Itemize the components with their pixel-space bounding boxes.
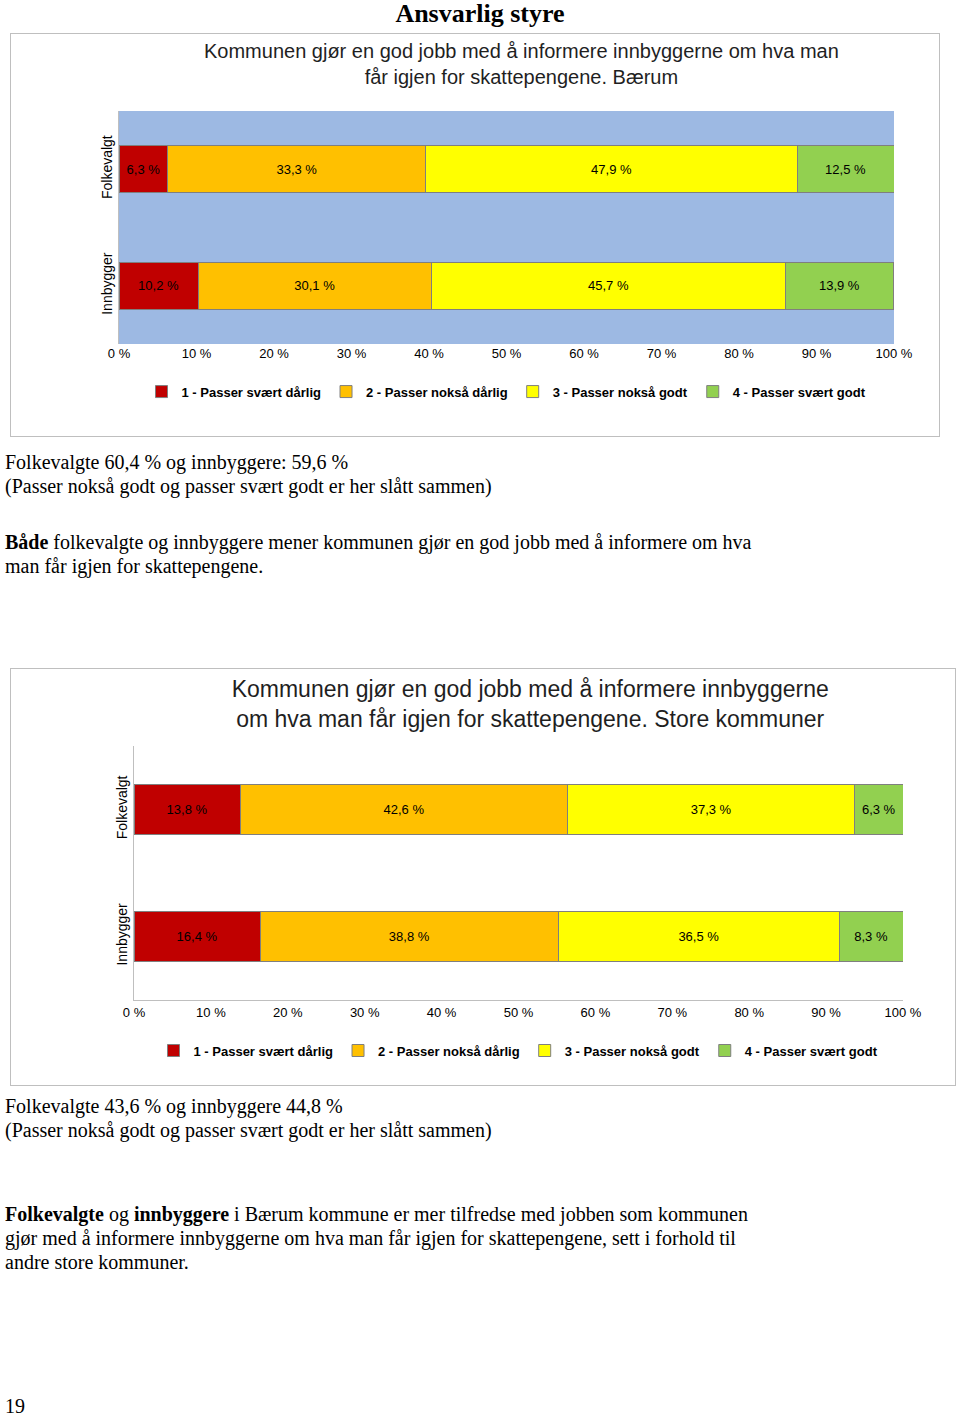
svg-text:60 %: 60 %: [581, 1005, 611, 1020]
svg-text:Kommunen gjør en god jobb med: Kommunen gjør en god jobb med å informer…: [232, 676, 829, 732]
svg-text:80 %: 80 %: [734, 1005, 764, 1020]
svg-text:33,3 %: 33,3 %: [276, 162, 317, 177]
svg-text:30 %: 30 %: [337, 346, 367, 361]
svg-text:16,4 %: 16,4 %: [177, 929, 218, 944]
svg-text:60 %: 60 %: [569, 346, 599, 361]
svg-text:36,5 %: 36,5 %: [678, 929, 719, 944]
svg-text:6,3 %: 6,3 %: [127, 162, 161, 177]
html-text:man får igjen for skattepengen: man får igjen for skattepengene.: [5, 555, 264, 577]
svg-text:40 %: 40 %: [427, 1005, 457, 1020]
svg-text:2 - Passer nokså dårlig: 2 - Passer nokså dårlig: [378, 1044, 520, 1059]
svg-text:100 %: 100 %: [885, 1005, 922, 1020]
svg-text:3 - Passer nokså godt: 3 - Passer nokså godt: [553, 385, 688, 400]
svg-text:37,3 %: 37,3 %: [691, 802, 732, 817]
svg-text:Innbygger: Innbygger: [114, 903, 130, 966]
svg-text:20 %: 20 %: [259, 346, 289, 361]
svg-text:13,8 %: 13,8 %: [167, 802, 208, 817]
svg-text:8,3 %: 8,3 %: [854, 929, 888, 944]
html-text:Folkevalgte 43,6 % og innbygge: Folkevalgte 43,6 % og innbyggere 44,8 %: [5, 1095, 343, 1117]
svg-text:4 - Passer svært godt: 4 - Passer svært godt: [733, 385, 866, 400]
svg-text:50 %: 50 %: [492, 346, 522, 361]
svg-text:Folkevalgt: Folkevalgt: [99, 135, 115, 199]
html-text:(Passer nokså godt og passer s: (Passer nokså godt og passer svært godt …: [5, 1119, 492, 1141]
html-text:19: 19: [5, 1395, 25, 1417]
svg-text:10 %: 10 %: [182, 346, 212, 361]
svg-text:90 %: 90 %: [802, 346, 832, 361]
svg-text:47,9 %: 47,9 %: [591, 162, 632, 177]
svg-text:70 %: 70 %: [657, 1005, 687, 1020]
svg-text:80 %: 80 %: [724, 346, 754, 361]
svg-text:20 %: 20 %: [273, 1005, 303, 1020]
html-text:Ansvarlig styre: Ansvarlig styre: [395, 0, 565, 28]
svg-text:3 - Passer nokså godt: 3 - Passer nokså godt: [565, 1044, 700, 1059]
svg-text:1 - Passer svært dårlig: 1 - Passer svært dårlig: [182, 385, 322, 400]
html-text:Folkevalgte 60,4 % og innbygge: Folkevalgte 60,4 % og innbyggere: 59,6 %: [5, 451, 349, 473]
svg-text:40 %: 40 %: [414, 346, 444, 361]
svg-text:100 %: 100 %: [876, 346, 913, 361]
svg-text:Folkevalgt: Folkevalgt: [114, 775, 130, 839]
svg-text:12,5 %: 12,5 %: [825, 162, 866, 177]
svg-text:38,8 %: 38,8 %: [389, 929, 430, 944]
svg-text:0 %: 0 %: [123, 1005, 146, 1020]
svg-text:10 %: 10 %: [196, 1005, 226, 1020]
html-text:gjør med å informere innbygger: gjør med å informere innbyggerne om hva …: [5, 1227, 736, 1249]
svg-text:30,1 %: 30,1 %: [294, 278, 335, 293]
svg-text:70 %: 70 %: [647, 346, 677, 361]
html-text:Både folkevalgte og innbyggere: Både folkevalgte og innbyggere mener kom…: [5, 531, 752, 553]
html-text:andre store kommuner.: andre store kommuner.: [5, 1251, 189, 1273]
svg-text:42,6 %: 42,6 %: [383, 802, 424, 817]
svg-text:1 - Passer svært dårlig: 1 - Passer svært dårlig: [194, 1044, 334, 1059]
svg-text:Kommunen gjør en god jobb med: Kommunen gjør en god jobb med å informer…: [204, 40, 839, 88]
svg-text:45,7 %: 45,7 %: [588, 278, 629, 293]
svg-text:13,9 %: 13,9 %: [819, 278, 860, 293]
svg-text:0 %: 0 %: [108, 346, 131, 361]
svg-text:10,2 %: 10,2 %: [138, 278, 179, 293]
svg-text:2 - Passer nokså dårlig: 2 - Passer nokså dårlig: [366, 385, 508, 400]
svg-text:90 %: 90 %: [811, 1005, 841, 1020]
svg-text:30 %: 30 %: [350, 1005, 380, 1020]
svg-text:Innbygger: Innbygger: [99, 252, 115, 315]
html-text:(Passer nokså godt og passer s: (Passer nokså godt og passer svært godt …: [5, 475, 492, 497]
svg-text:6,3 %: 6,3 %: [862, 802, 896, 817]
html-text:Folkevalgte og innbyggere i Bæ: Folkevalgte og innbyggere i Bærum kommun…: [5, 1203, 748, 1225]
svg-text:50 %: 50 %: [504, 1005, 534, 1020]
svg-text:4 - Passer svært godt: 4 - Passer svært godt: [745, 1044, 878, 1059]
